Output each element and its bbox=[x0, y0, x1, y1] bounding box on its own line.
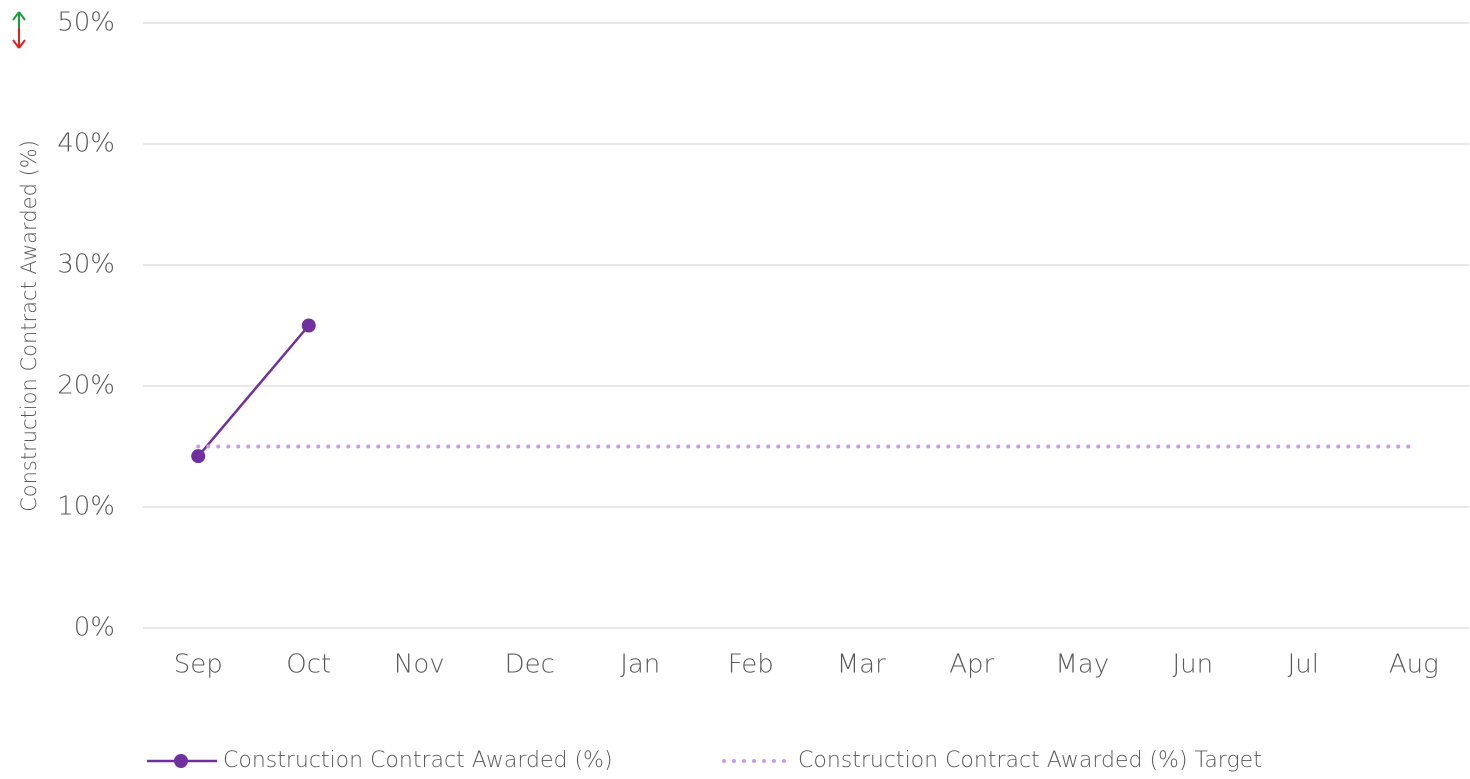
legend-label: Construction Contract Awarded (%) Target bbox=[798, 748, 1262, 773]
x-tick-label: Mar bbox=[837, 650, 886, 680]
point bbox=[191, 449, 206, 464]
y-axis-label: Construction Contract Awarded (%) bbox=[17, 140, 41, 512]
legend-marker bbox=[174, 754, 188, 768]
point bbox=[301, 318, 316, 333]
x-tick-label: Nov bbox=[394, 650, 445, 680]
y-tick-label: 30% bbox=[57, 250, 115, 280]
x-tick-label: Dec bbox=[505, 650, 555, 680]
x-tick-label: May bbox=[1055, 650, 1109, 680]
x-tick-label: Jan bbox=[620, 650, 660, 680]
legend-label: Construction Contract Awarded (%) bbox=[223, 748, 613, 773]
y-tick-label: 20% bbox=[57, 371, 115, 401]
y-tick-label: 10% bbox=[57, 492, 115, 522]
x-tick-label: Jul bbox=[1288, 650, 1319, 680]
x-tick-label: Apr bbox=[949, 650, 994, 680]
series-line bbox=[197, 324, 310, 457]
trend-icon bbox=[12, 11, 26, 49]
x-tick-label: Sep bbox=[174, 650, 223, 680]
x-tick-label: Oct bbox=[286, 650, 331, 680]
y-tick-label: 50% bbox=[57, 8, 115, 38]
x-tick-label: Jun bbox=[1172, 650, 1213, 680]
x-tick-label: Aug bbox=[1389, 650, 1439, 680]
y-tick-label: 40% bbox=[57, 129, 115, 159]
x-tick-label: Feb bbox=[728, 650, 774, 680]
y-tick-label: 0% bbox=[74, 613, 115, 643]
